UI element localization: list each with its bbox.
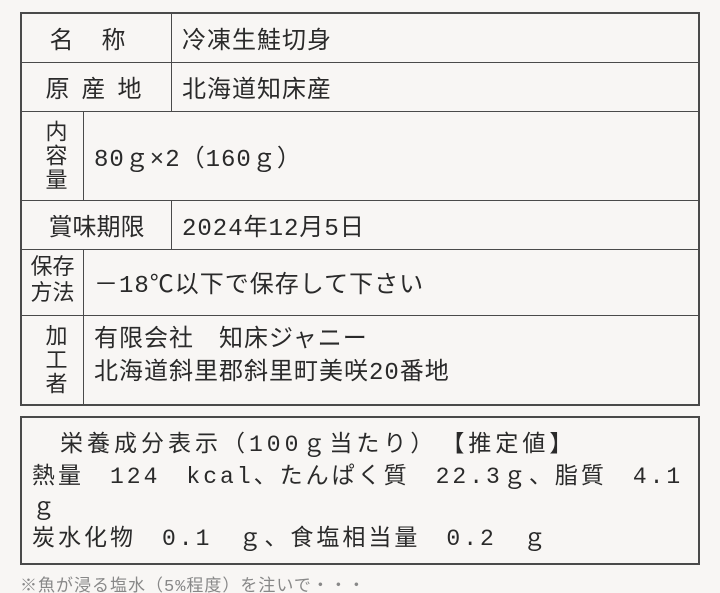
expiry-value: 2024年12月5日 [172, 201, 698, 249]
processor-line2: 北海道斜里郡斜里町美咲20番地 [94, 357, 450, 391]
content-header: 内容量 [22, 112, 84, 200]
storage-header: 保存 方法 [22, 250, 84, 315]
row-origin: 原産地 北海道知床産 [22, 63, 698, 112]
name-value: 冷凍生鮭切身 [172, 14, 698, 62]
footnote: ※魚が浸る塩水（5%程度）を注いで・・・ [20, 571, 700, 593]
nutrition-body: 熱量 124 kcal、たんぱく質 22.3ｇ、脂質 4.1 ｇ 炭水化物 0.… [32, 462, 688, 555]
name-header: 名称 [22, 14, 172, 62]
row-storage: 保存 方法 －18℃以下で保存して下さい [22, 250, 698, 316]
content-value: 80ｇ×2（160ｇ） [84, 112, 698, 200]
nutrition-line1: 熱量 124 kcal、たんぱく質 22.3ｇ、脂質 4.1 ｇ [32, 462, 688, 524]
nutrition-header: 栄養成分表示（100ｇ当たり） 【推定値】 [32, 422, 688, 462]
origin-header: 原産地 [22, 63, 172, 111]
nutrition-line2: 炭水化物 0.1 ｇ、食塩相当量 0.2 ｇ [32, 524, 688, 555]
storage-header-line2: 方法 [30, 282, 74, 308]
origin-value: 北海道知床産 [172, 63, 698, 111]
processor-line1: 有限会社 知床ジャニー [94, 324, 368, 358]
processor-header: 加工者 [22, 316, 84, 404]
row-name: 名称 冷凍生鮭切身 [22, 14, 698, 63]
food-label-table: 名称 冷凍生鮭切身 原産地 北海道知床産 内容量 80ｇ×2（160ｇ） 賞味期… [20, 12, 700, 406]
nutrition-box: 栄養成分表示（100ｇ当たり） 【推定値】 熱量 124 kcal、たんぱく質 … [20, 416, 700, 565]
storage-value: －18℃以下で保存して下さい [84, 250, 698, 315]
row-expiry: 賞味期限 2024年12月5日 [22, 201, 698, 250]
storage-header-line1: 保存 [30, 256, 74, 282]
expiry-header: 賞味期限 [22, 201, 172, 249]
row-content: 内容量 80ｇ×2（160ｇ） [22, 112, 698, 201]
row-processor: 加工者 有限会社 知床ジャニー 北海道斜里郡斜里町美咲20番地 [22, 316, 698, 404]
processor-value: 有限会社 知床ジャニー 北海道斜里郡斜里町美咲20番地 [84, 316, 698, 404]
